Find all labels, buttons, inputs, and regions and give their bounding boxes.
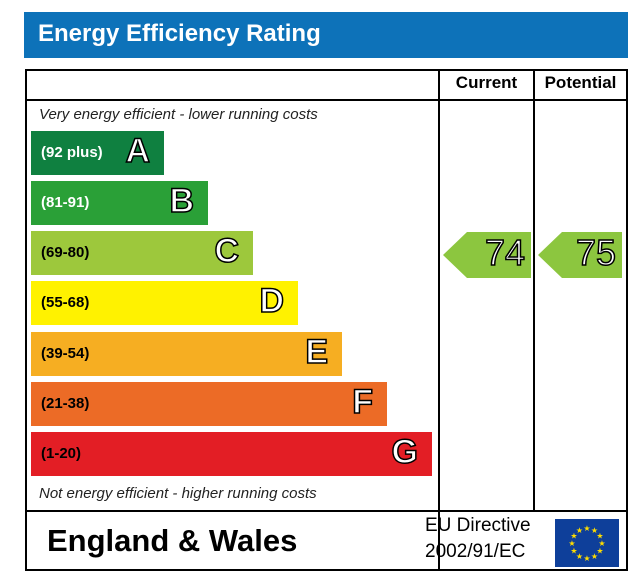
band-letter: F: [351, 382, 373, 422]
svg-text:★: ★: [576, 552, 583, 561]
svg-text:★: ★: [568, 539, 575, 548]
svg-text:★: ★: [591, 526, 598, 535]
band-range: (21-38): [41, 395, 90, 412]
chart-title: Energy Efficiency Rating: [38, 20, 321, 47]
note-bottom: Not energy efficient - higher running co…: [39, 485, 317, 502]
rating-table: Current Potential Very energy efficient …: [25, 69, 628, 571]
arrow-potential: 75: [538, 231, 622, 278]
band-range: (55-68): [41, 294, 90, 311]
region-label: England & Wales: [47, 523, 298, 558]
band-range: (81-91): [41, 194, 90, 211]
band-e: (39-54) E: [31, 332, 342, 376]
title-bar: Energy Efficiency Rating: [24, 12, 628, 58]
band-d: (55-68) D: [31, 281, 298, 325]
band-c: (69-80) C: [31, 231, 253, 275]
column-divider-current: [438, 71, 440, 569]
svg-text:★: ★: [596, 547, 603, 556]
column-header-potential: Potential: [544, 73, 617, 92]
svg-text:★: ★: [583, 524, 590, 533]
svg-text:★: ★: [570, 547, 577, 556]
header-divider: [27, 99, 626, 101]
svg-text:★: ★: [598, 539, 605, 548]
arrow-value: 74: [484, 231, 526, 274]
band-letter: E: [305, 332, 329, 372]
band-f: (21-38) F: [31, 382, 387, 426]
svg-text:★: ★: [576, 526, 583, 535]
arrow-current: 74: [443, 231, 531, 278]
directive-line-1: EU Directive: [425, 515, 531, 536]
band-a: (92 plus) A: [31, 131, 164, 175]
column-divider-potential: [533, 71, 535, 512]
eu-flag-icon: ★ ★ ★ ★ ★ ★ ★ ★ ★ ★ ★ ★: [555, 519, 619, 567]
arrow-value: 75: [575, 231, 617, 274]
band-letter: G: [391, 432, 419, 472]
band-range: (39-54): [41, 345, 90, 362]
footer-divider: [27, 510, 626, 512]
note-top: Very energy efficient - lower running co…: [39, 106, 318, 123]
band-range: (92 plus): [41, 144, 103, 161]
band-letter: A: [125, 131, 151, 171]
band-range: (69-80): [41, 244, 90, 261]
directive-line-2: 2002/91/EC: [425, 541, 526, 562]
band-g: (1-20) G: [31, 432, 432, 476]
svg-text:★: ★: [591, 552, 598, 561]
band-range: (1-20): [41, 445, 82, 462]
svg-text:★: ★: [583, 554, 590, 563]
svg-text:★: ★: [596, 532, 603, 541]
band-b: (81-91) B: [31, 181, 208, 225]
band-letter: D: [259, 281, 285, 321]
svg-text:★: ★: [570, 532, 577, 541]
band-letter: C: [214, 231, 240, 271]
column-header-current: Current: [455, 73, 518, 92]
band-letter: B: [169, 181, 195, 221]
